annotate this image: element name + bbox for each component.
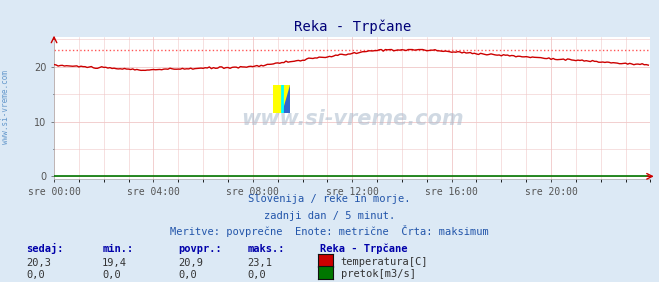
Text: zadnji dan / 5 minut.: zadnji dan / 5 minut. bbox=[264, 211, 395, 221]
Text: 0,0: 0,0 bbox=[26, 270, 45, 280]
Text: www.si-vreme.com: www.si-vreme.com bbox=[1, 70, 10, 144]
Text: Meritve: povprečne  Enote: metrične  Črta: maksimum: Meritve: povprečne Enote: metrične Črta:… bbox=[170, 226, 489, 237]
Text: 20,9: 20,9 bbox=[178, 258, 203, 268]
Text: 19,4: 19,4 bbox=[102, 258, 127, 268]
Text: sedaj:: sedaj: bbox=[26, 243, 64, 254]
Text: Reka - Trpčane: Reka - Trpčane bbox=[320, 244, 407, 254]
Text: 0,0: 0,0 bbox=[247, 270, 266, 280]
Text: maks.:: maks.: bbox=[247, 244, 285, 254]
Text: 20,3: 20,3 bbox=[26, 258, 51, 268]
Title: Reka - Trpčane: Reka - Trpčane bbox=[294, 20, 411, 34]
Text: 23,1: 23,1 bbox=[247, 258, 272, 268]
Text: www.si-vreme.com: www.si-vreme.com bbox=[241, 109, 463, 129]
Text: temperatura[C]: temperatura[C] bbox=[341, 257, 428, 267]
Text: povpr.:: povpr.: bbox=[178, 244, 221, 254]
Polygon shape bbox=[282, 85, 290, 113]
Text: pretok[m3/s]: pretok[m3/s] bbox=[341, 269, 416, 279]
Text: min.:: min.: bbox=[102, 244, 133, 254]
Text: 0,0: 0,0 bbox=[178, 270, 196, 280]
Text: Slovenija / reke in morje.: Slovenija / reke in morje. bbox=[248, 194, 411, 204]
Text: 0,0: 0,0 bbox=[102, 270, 121, 280]
